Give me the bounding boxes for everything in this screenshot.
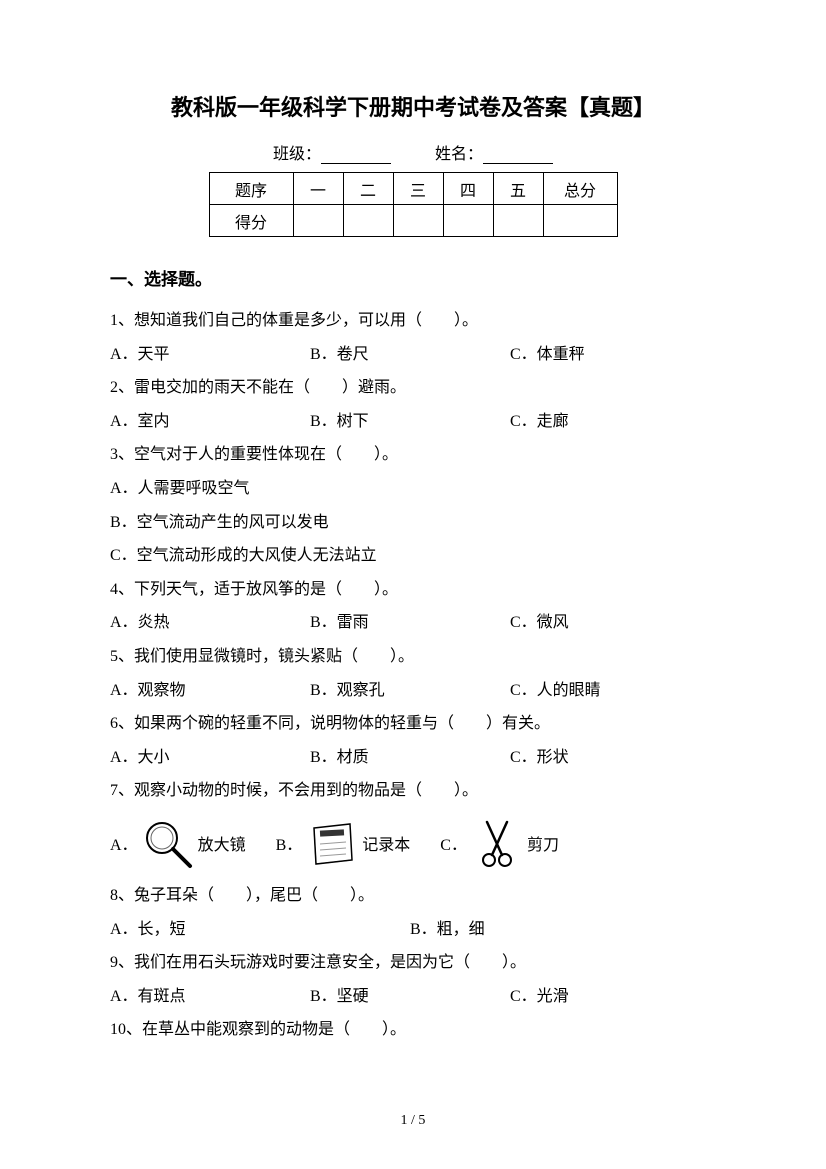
q7-opt-c-letter: C． [440, 831, 467, 855]
q6-options: A．大小 B．材质 C．形状 [110, 741, 716, 775]
q1-opt-b: B．卷尺 [310, 338, 510, 372]
q1-options: A．天平 B．卷尺 C．体重秤 [110, 338, 716, 372]
q9-opt-c: C．光滑 [510, 980, 710, 1014]
q5-options: A．观察物 B．观察孔 C．人的眼睛 [110, 674, 716, 708]
q4-stem: 4、下列天气，适于放风筝的是（ ）。 [110, 573, 716, 607]
q6-opt-a: A．大小 [110, 741, 310, 775]
score-cell-5 [493, 205, 543, 237]
score-header-1: 一 [293, 173, 343, 205]
q5-opt-b: B．观察孔 [310, 674, 510, 708]
score-header-label: 题序 [209, 173, 293, 205]
score-row-label: 得分 [209, 205, 293, 237]
q1-opt-a: A．天平 [110, 338, 310, 372]
q4-opt-a: A．炎热 [110, 606, 310, 640]
q2-stem: 2、雷电交加的雨天不能在（ ）避雨。 [110, 371, 716, 405]
score-cell-4 [443, 205, 493, 237]
q9-options: A．有斑点 B．坚硬 C．光滑 [110, 980, 716, 1014]
q7-opt-a-letter: A． [110, 831, 138, 855]
score-header-total: 总分 [543, 173, 617, 205]
score-cell-3 [393, 205, 443, 237]
q7-opt-a: A． 放大镜 [110, 816, 246, 871]
name-blank [483, 146, 553, 164]
score-table: 题序 一 二 三 四 五 总分 得分 [209, 172, 618, 237]
q8-stem: 8、兔子耳朵（ ），尾巴（ ）。 [110, 879, 716, 913]
q7-opt-c-label: 剪刀 [527, 831, 559, 855]
q5-stem: 5、我们使用显微镜时，镜头紧贴（ ）。 [110, 640, 716, 674]
q7-opt-b-letter: B． [276, 831, 303, 855]
q1-stem: 1、想知道我们自己的体重是多少，可以用（ ）。 [110, 304, 716, 338]
q6-stem: 6、如果两个碗的轻重不同，说明物体的轻重与（ ）有关。 [110, 707, 716, 741]
notebook-icon [302, 816, 362, 871]
score-cell-total [543, 205, 617, 237]
score-cell-1 [293, 205, 343, 237]
q2-opt-b: B．树下 [310, 405, 510, 439]
q7-stem: 7、观察小动物的时候，不会用到的物品是（ ）。 [110, 774, 716, 808]
q8-opt-a: A．长，短 [110, 913, 410, 947]
q8-opt-b: B．粗，细 [410, 913, 710, 947]
q6-opt-b: B．材质 [310, 741, 510, 775]
q9-opt-a: A．有斑点 [110, 980, 310, 1014]
magnifier-icon [138, 816, 198, 871]
q2-options: A．室内 B．树下 C．走廊 [110, 405, 716, 439]
q7-options: A． 放大镜 B． 记录本 C． [110, 816, 716, 871]
q9-stem: 9、我们在用石头玩游戏时要注意安全，是因为它（ ）。 [110, 946, 716, 980]
student-info-line: 班级： 姓名： [110, 140, 716, 164]
score-cell-2 [343, 205, 393, 237]
q3-opt-c: C．空气流动形成的大风使人无法站立 [110, 539, 716, 573]
score-header-3: 三 [393, 173, 443, 205]
q5-opt-c: C．人的眼睛 [510, 674, 710, 708]
name-label: 姓名： [435, 146, 483, 163]
q4-opt-b: B．雷雨 [310, 606, 510, 640]
score-table-header-row: 题序 一 二 三 四 五 总分 [209, 173, 617, 205]
section-1-title: 一、选择题。 [110, 265, 716, 290]
class-label: 班级： [273, 146, 321, 163]
q5-opt-a: A．观察物 [110, 674, 310, 708]
scissors-icon [467, 816, 527, 871]
q4-options: A．炎热 B．雷雨 C．微风 [110, 606, 716, 640]
q2-opt-a: A．室内 [110, 405, 310, 439]
exam-title: 教科版一年级科学下册期中考试卷及答案【真题】 [110, 90, 716, 122]
score-header-4: 四 [443, 173, 493, 205]
class-blank [321, 146, 391, 164]
q4-opt-c: C．微风 [510, 606, 710, 640]
q3-stem: 3、空气对于人的重要性体现在（ ）。 [110, 438, 716, 472]
q3-opt-a: A．人需要呼吸空气 [110, 472, 716, 506]
score-table-score-row: 得分 [209, 205, 617, 237]
page-number: 1 / 5 [0, 1113, 826, 1129]
q2-opt-c: C．走廊 [510, 405, 710, 439]
q7-opt-c: C． 剪刀 [440, 816, 559, 871]
q10-stem: 10、在草丛中能观察到的动物是（ ）。 [110, 1013, 716, 1047]
score-header-5: 五 [493, 173, 543, 205]
score-header-2: 二 [343, 173, 393, 205]
q7-opt-b-label: 记录本 [362, 831, 410, 855]
q6-opt-c: C．形状 [510, 741, 710, 775]
q7-opt-a-label: 放大镜 [198, 831, 246, 855]
q9-opt-b: B．坚硬 [310, 980, 510, 1014]
q1-opt-c: C．体重秤 [510, 338, 710, 372]
q7-opt-b: B． 记录本 [276, 816, 411, 871]
q8-options: A．长，短 B．粗，细 [110, 913, 716, 947]
q3-opt-b: B．空气流动产生的风可以发电 [110, 506, 716, 540]
